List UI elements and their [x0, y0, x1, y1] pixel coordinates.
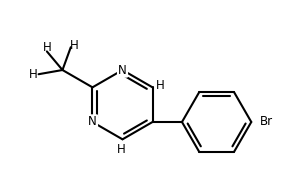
Text: H: H	[70, 39, 79, 52]
Text: H: H	[42, 41, 51, 54]
Text: N: N	[118, 64, 127, 76]
Text: H: H	[116, 142, 125, 156]
Text: N: N	[88, 116, 97, 128]
Text: Br: Br	[260, 116, 273, 128]
Text: H: H	[156, 79, 165, 92]
Text: H: H	[29, 68, 38, 81]
